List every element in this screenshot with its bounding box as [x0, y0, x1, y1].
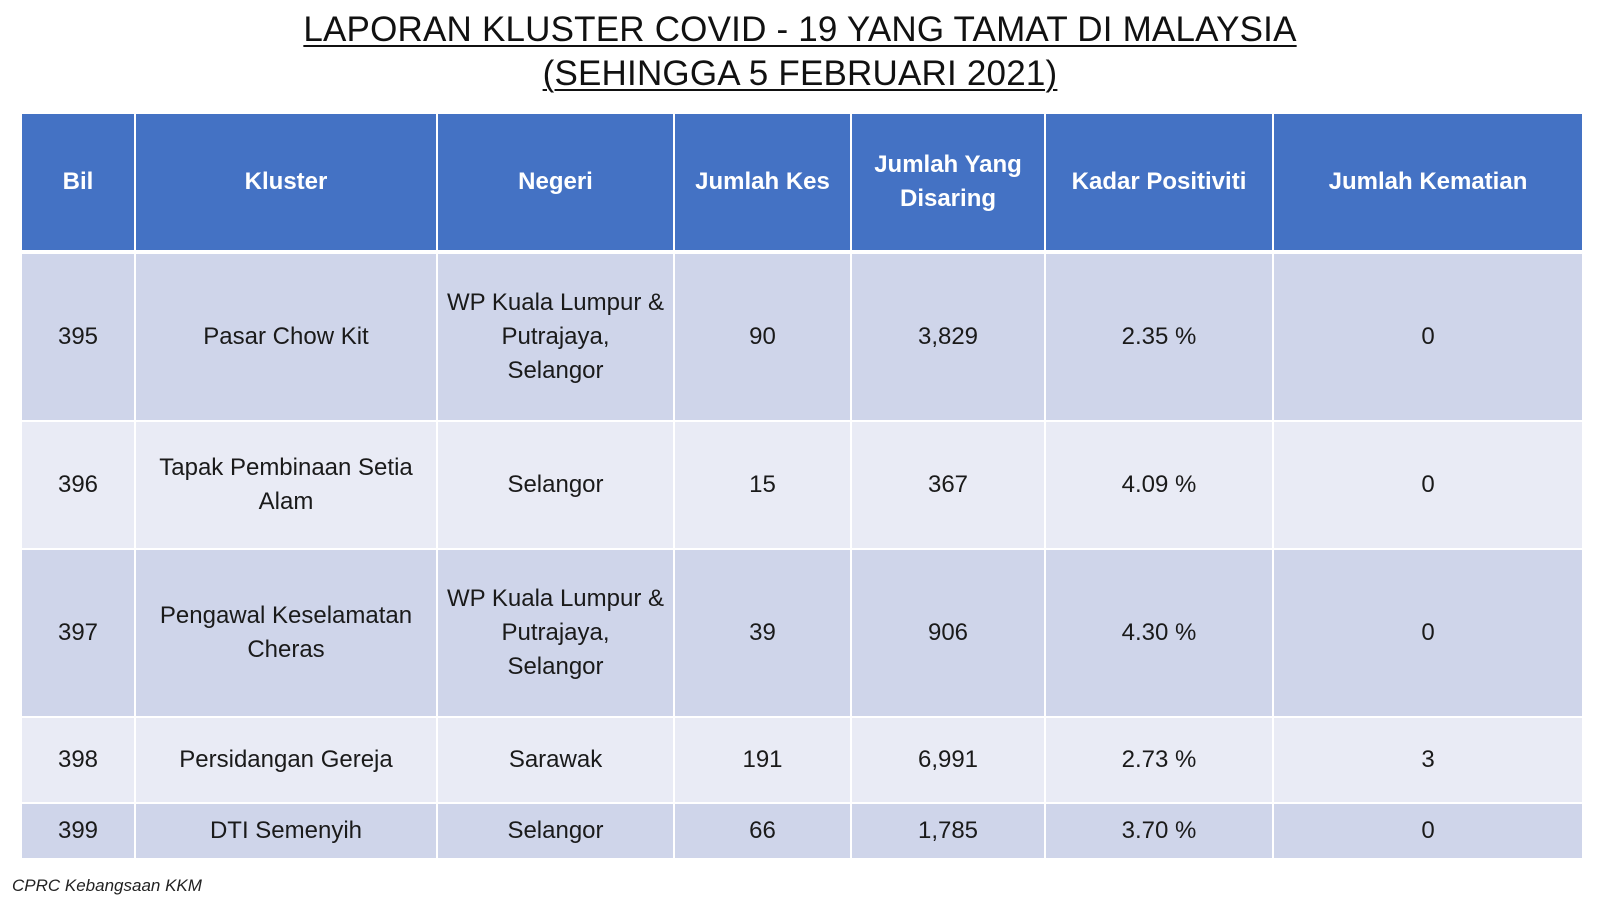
cell-negeri-line1: WP Kuala Lumpur & — [447, 585, 664, 612]
cell-jumlah-kematian: 0 — [1274, 550, 1582, 718]
page-title: LAPORAN KLUSTER COVID - 19 YANG TAMAT DI… — [0, 8, 1600, 96]
cluster-report-table: Bil Kluster Negeri Jumlah Kes Jumlah Yan… — [22, 114, 1582, 860]
cell-kadar-positiviti: 4.30 % — [1046, 550, 1274, 718]
cell-kadar-positiviti: 2.35 % — [1046, 254, 1274, 422]
cell-negeri-line1: Selangor — [507, 471, 604, 498]
header-kadar-positiviti: Kadar Positiviti — [1046, 114, 1274, 254]
cell-bil: 395 — [22, 254, 136, 422]
header-negeri: Negeri — [438, 114, 675, 254]
title-line-2: (SEHINGGA 5 FEBRUARI 2021) — [542, 54, 1058, 93]
cell-jumlah-disaring: 1,785 — [852, 804, 1046, 860]
cell-kluster-line1: DTI Semenyih — [209, 817, 363, 844]
cell-kluster: Pengawal Keselamatan Cheras — [136, 550, 438, 718]
cell-jumlah-kes: 15 — [675, 422, 852, 550]
table-row: 399 DTI Semenyih Selangor 66 1,785 3.70 … — [22, 804, 1582, 860]
cell-jumlah-disaring: 906 — [852, 550, 1046, 718]
cell-kluster: Tapak Pembinaan Setia Alam — [136, 422, 438, 550]
cell-bil: 398 — [22, 718, 136, 804]
cell-jumlah-disaring: 6,991 — [852, 718, 1046, 804]
header-jumlah-disaring-line2: Disaring — [899, 185, 997, 212]
cell-bil: 396 — [22, 422, 136, 550]
cell-jumlah-kematian: 3 — [1274, 718, 1582, 804]
header-bil: Bil — [22, 114, 136, 254]
header-jumlah-disaring-line1: Jumlah Yang — [874, 151, 1022, 178]
cell-negeri-line3: Selangor — [507, 653, 604, 680]
cell-kadar-positiviti: 3.70 % — [1046, 804, 1274, 860]
title-line-1: LAPORAN KLUSTER COVID - 19 YANG TAMAT DI… — [303, 10, 1297, 49]
cell-jumlah-kes: 66 — [675, 804, 852, 860]
table-row: 397 Pengawal Keselamatan Cheras WP Kuala… — [22, 550, 1582, 718]
cell-jumlah-kes: 90 — [675, 254, 852, 422]
cell-negeri-line1: WP Kuala Lumpur & — [447, 289, 664, 316]
cell-negeri-line1: Selangor — [507, 817, 604, 844]
cell-jumlah-kematian: 0 — [1274, 254, 1582, 422]
cell-kluster-line2: Cheras — [247, 636, 325, 663]
cell-negeri-line2: Putrajaya, — [501, 323, 610, 350]
table-row: 396 Tapak Pembinaan Setia Alam Selangor … — [22, 422, 1582, 550]
header-jumlah-kematian: Jumlah Kematian — [1274, 114, 1582, 254]
cell-jumlah-kematian: 0 — [1274, 804, 1582, 860]
header-jumlah-disaring: Jumlah Yang Disaring — [852, 114, 1046, 254]
cell-negeri-line1: Sarawak — [508, 746, 603, 773]
cell-kluster-line1: Persidangan Gereja — [179, 746, 393, 773]
table-row: 398 Persidangan Gereja Sarawak 191 6,991… — [22, 718, 1582, 804]
cell-kluster-line2: Alam — [258, 488, 314, 515]
cell-kluster: Persidangan Gereja — [136, 718, 438, 804]
cell-negeri: Selangor — [438, 422, 675, 550]
cell-kluster-line1: Tapak Pembinaan Setia — [159, 454, 413, 481]
source-credit: CPRC Kebangsaan KKM — [12, 876, 202, 895]
cell-kluster-line1: Pasar Chow Kit — [203, 323, 369, 350]
cell-jumlah-disaring: 367 — [852, 422, 1046, 550]
header-kluster: Kluster — [136, 114, 438, 254]
table-header-row: Bil Kluster Negeri Jumlah Kes Jumlah Yan… — [22, 114, 1582, 254]
cell-negeri-line2: Putrajaya, — [501, 619, 610, 646]
cell-kluster: Pasar Chow Kit — [136, 254, 438, 422]
cell-jumlah-disaring: 3,829 — [852, 254, 1046, 422]
cell-jumlah-kes: 191 — [675, 718, 852, 804]
cell-bil: 399 — [22, 804, 136, 860]
cell-negeri: WP Kuala Lumpur & Putrajaya, Selangor — [438, 254, 675, 422]
cell-jumlah-kes: 39 — [675, 550, 852, 718]
cell-kadar-positiviti: 2.73 % — [1046, 718, 1274, 804]
cell-negeri: Selangor — [438, 804, 675, 860]
cell-kluster: DTI Semenyih — [136, 804, 438, 860]
table-row: 395 Pasar Chow Kit WP Kuala Lumpur & Put… — [22, 254, 1582, 422]
cell-kadar-positiviti: 4.09 % — [1046, 422, 1274, 550]
cell-negeri-line3: Selangor — [507, 357, 604, 384]
header-jumlah-kes: Jumlah Kes — [675, 114, 852, 254]
cell-bil: 397 — [22, 550, 136, 718]
cell-negeri: Sarawak — [438, 718, 675, 804]
cell-kluster-line1: Pengawal Keselamatan — [159, 602, 413, 629]
cell-negeri: WP Kuala Lumpur & Putrajaya, Selangor — [438, 550, 675, 718]
cell-jumlah-kematian: 0 — [1274, 422, 1582, 550]
